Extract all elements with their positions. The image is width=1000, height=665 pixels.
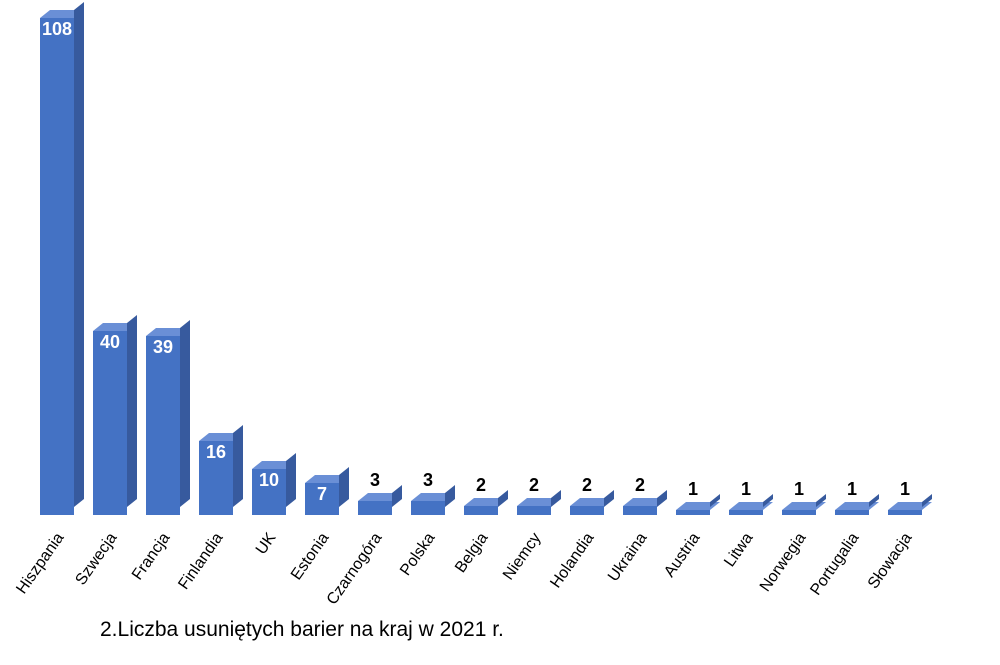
bar-value-label: 3	[411, 470, 445, 491]
bar-value-label: 3	[358, 470, 392, 491]
bar-value-label: 2	[517, 475, 551, 496]
bar-value-label: 108	[40, 19, 74, 40]
bar-value-label: 39	[146, 337, 180, 358]
bar-polska: 3	[411, 493, 455, 515]
chart-container: 10840391610733222211111 HiszpaniaSzwecja…	[0, 0, 1000, 665]
bar-portugalia: 1	[835, 502, 879, 515]
bar-value-label: 7	[305, 484, 339, 505]
bar-szwecja: 40	[93, 323, 137, 515]
bar-austria: 1	[676, 502, 720, 515]
bar-uk: 10	[252, 461, 296, 515]
bar-value-label: 1	[729, 479, 763, 500]
bar-value-label: 1	[835, 479, 869, 500]
bar-finlandia: 16	[199, 433, 243, 515]
bar-hiszpania: 108	[40, 10, 84, 515]
bar-litwa: 1	[729, 502, 773, 515]
bar-słowacja: 1	[888, 502, 932, 515]
plot-area: 10840391610733222211111	[40, 10, 980, 515]
bar-value-label: 1	[782, 479, 816, 500]
bar-value-label: 2	[623, 475, 657, 496]
bar-czarnogóra: 3	[358, 493, 402, 515]
x-axis-labels: HiszpaniaSzwecjaFrancjaFinlandiaUKEstoni…	[40, 520, 980, 610]
bar-value-label: 40	[93, 332, 127, 353]
bar-value-label: 10	[252, 470, 286, 491]
bar-value-label: 2	[570, 475, 604, 496]
bar-value-label: 1	[676, 479, 710, 500]
bar-belgia: 2	[464, 498, 508, 515]
chart-caption: 2.Liczba usuniętych barier na kraj w 202…	[100, 618, 504, 642]
bar-francja: 39	[146, 328, 190, 515]
bar-norwegia: 1	[782, 502, 826, 515]
bar-holandia: 2	[570, 498, 614, 515]
bar-value-label: 2	[464, 475, 498, 496]
bar-estonia: 7	[305, 475, 349, 515]
bar-value-label: 16	[199, 442, 233, 463]
bar-ukraina: 2	[623, 498, 667, 515]
bar-niemcy: 2	[517, 498, 561, 515]
bar-value-label: 1	[888, 479, 922, 500]
